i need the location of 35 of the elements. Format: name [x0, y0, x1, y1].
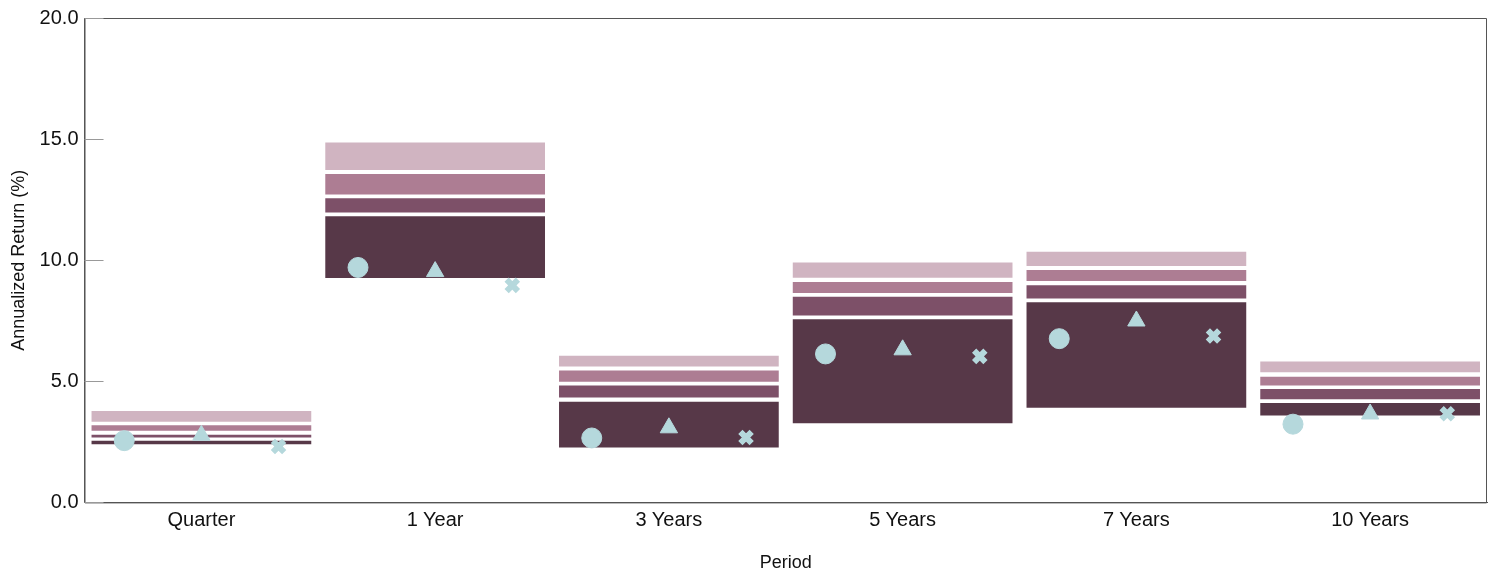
bar [91, 411, 312, 422]
bar [792, 296, 1013, 316]
bar [325, 198, 546, 213]
x-tick-label: 5 Years [869, 507, 936, 530]
bar [559, 385, 779, 398]
bar [1260, 361, 1480, 373]
bar [325, 142, 546, 171]
y-tick-label: 0.0 [50, 489, 79, 512]
y-axis-title: Annualized Return (%) [7, 169, 28, 351]
y-tick-label: 5.0 [50, 368, 79, 391]
x-tick-label: 7 Years [1103, 507, 1170, 530]
x-tick-label: 3 Years [635, 507, 703, 530]
bar [792, 319, 1013, 424]
y-tick-label: 20.0 [39, 5, 79, 28]
bar [1026, 285, 1247, 299]
bar [1026, 302, 1247, 408]
bar [325, 173, 546, 195]
bar [792, 262, 1013, 278]
y-tick-label: 15.0 [39, 126, 79, 149]
x-tick-label: Quarter [167, 507, 236, 530]
bar [1260, 389, 1480, 400]
bar [1260, 403, 1480, 416]
bar [1260, 376, 1480, 386]
y-tick-label: 10.0 [39, 247, 79, 270]
x-axis-title: Period [759, 552, 812, 573]
bar [325, 216, 546, 278]
x-tick-label: 10 Years [1331, 507, 1410, 530]
bar [1026, 251, 1247, 267]
bar [792, 282, 1013, 293]
bar [1026, 269, 1247, 282]
bar [559, 355, 779, 367]
bar [559, 370, 779, 382]
bar [91, 425, 312, 431]
bar [559, 401, 779, 448]
x-tick-label: 1 Year [406, 507, 464, 530]
